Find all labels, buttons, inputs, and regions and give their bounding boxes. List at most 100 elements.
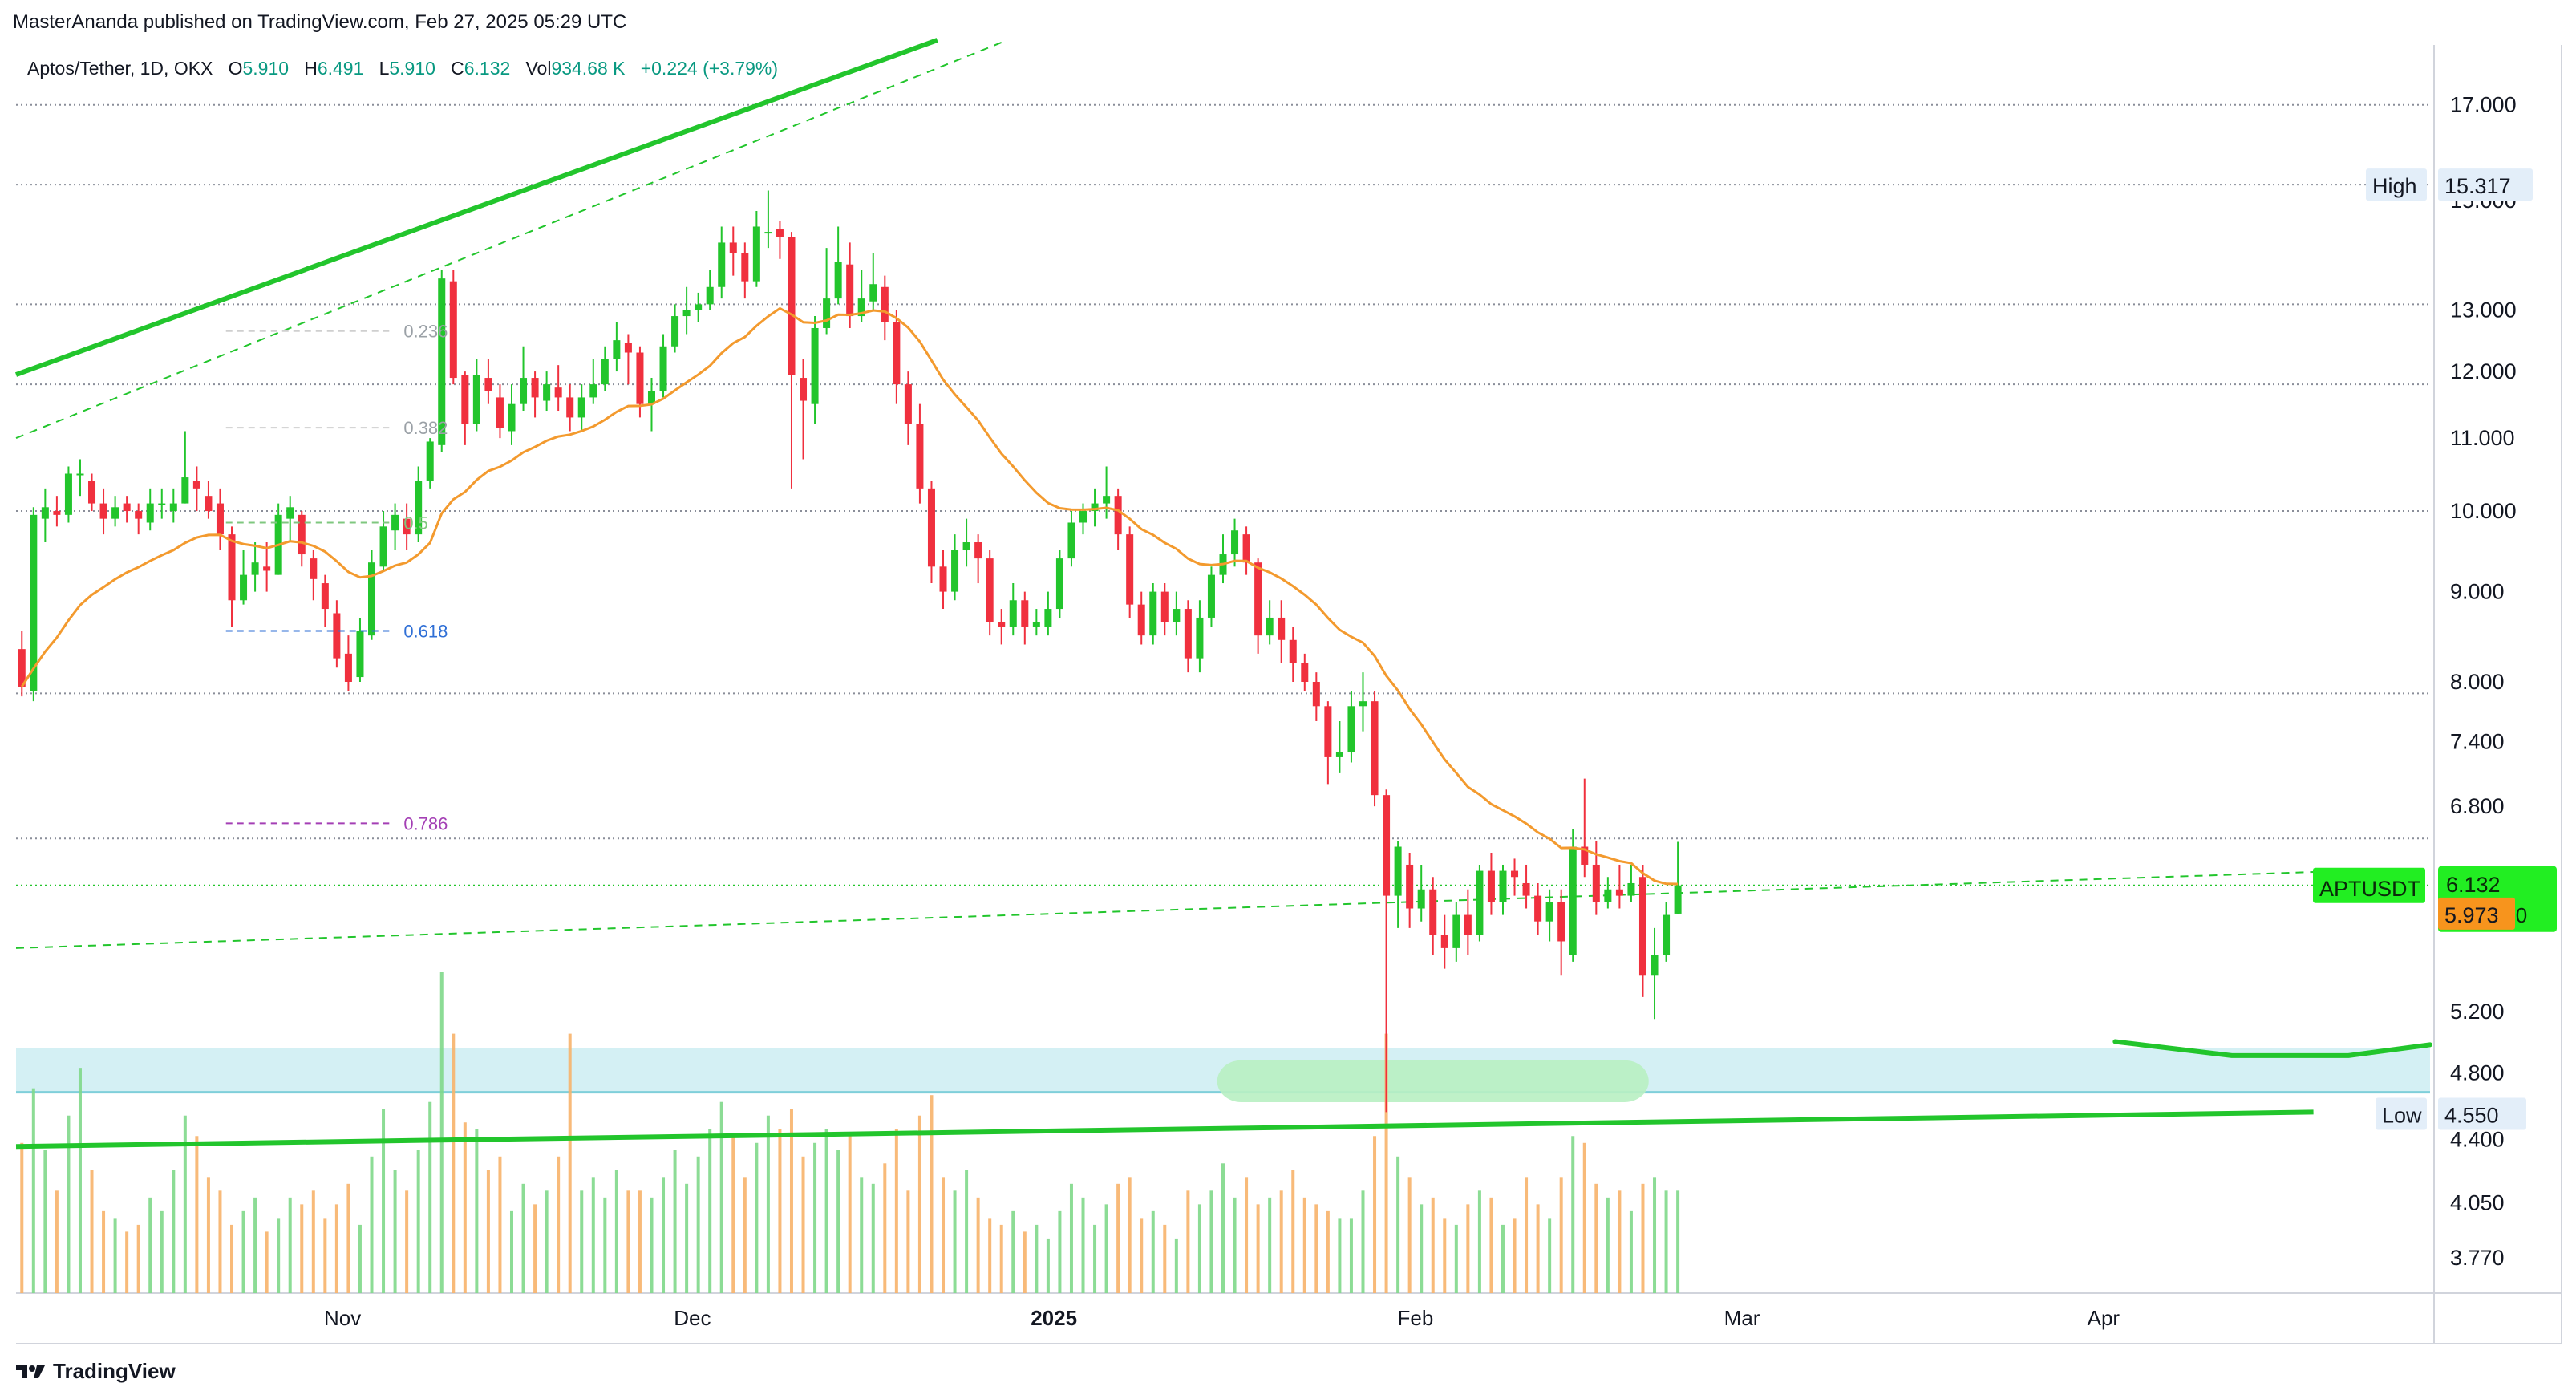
fib-level-label: 0.236 [403,322,448,342]
candle-body [741,253,749,282]
volume-bar [253,1197,257,1293]
candle-body [30,514,38,692]
candle-body [1021,600,1029,627]
candle-body [228,534,236,601]
volume-bar [603,1197,607,1293]
y-tick-label: 13.000 [2450,298,2517,322]
ema-tag-text: 5.973 [2444,903,2499,927]
candle-body [846,264,854,317]
candle-body [1499,870,1507,902]
candle-body [286,507,294,519]
footer-brand[interactable]: TradingView [14,1359,176,1384]
candle-body [111,507,119,519]
volume-bar [1489,1197,1493,1293]
high-tag-value-bg [2438,168,2533,201]
fib-level-label: 0.5 [403,513,428,533]
candle-body [893,322,901,385]
x-tick-label: Feb [1398,1306,1434,1330]
volume-bar [300,1204,304,1293]
volume-bar [1256,1204,1260,1293]
low-tag-label-bg [2376,1097,2427,1130]
candle-body [1429,889,1437,935]
high-tag-label-text: High [2372,174,2417,198]
x-tick-label: Mar [1724,1306,1760,1330]
close-label: C [451,58,464,79]
volume-bar [1594,1183,1598,1293]
tradingview-logo-icon [16,1365,45,1378]
projection-curve [2112,1039,2432,1058]
candle-body [1067,522,1075,559]
candle-body [263,566,271,571]
candle-body [1440,935,1448,948]
candle-body [379,526,387,567]
volume-bar [172,1170,176,1293]
candle-body [1289,639,1297,663]
candle-body [1452,914,1460,948]
candle-body [415,481,423,535]
open-label: O [228,58,243,79]
volume-bar [953,1190,957,1293]
volume-bar [755,1142,759,1293]
candle-body [800,378,808,401]
trendline [14,38,938,377]
candle-body [449,281,457,379]
volume-bar [1302,1197,1306,1293]
candle-body [216,503,224,535]
candle-body [76,473,84,476]
volume-bar [1035,1224,1039,1293]
candle-body [356,631,364,678]
publisher-line: MasterAnanda published on TradingView.co… [13,11,627,33]
volume-bar [1420,1204,1424,1293]
high-label: H [304,58,318,79]
volume-bar [860,1177,864,1293]
candle-body [927,488,935,567]
candle-body [1592,864,1600,902]
open-value: 5.910 [242,58,290,79]
candle-body [64,473,72,515]
volume-bar [183,1115,187,1293]
candle-body [1476,870,1484,935]
volume-bar [1396,1156,1400,1293]
volume-bar [521,1183,525,1293]
candle-body [426,441,434,481]
volume-bar [125,1231,129,1293]
candle-body [869,284,877,302]
candle-body [333,613,341,659]
candle-body [671,316,679,347]
low-tag-value-text: 4.550 [2444,1104,2499,1128]
candle-body [1417,889,1425,909]
y-tick-label: 4.400 [2450,1128,2505,1152]
volume-bar [942,1177,946,1293]
candle-body [682,310,691,317]
volume-bar [288,1197,292,1293]
volume-bar [1443,1218,1447,1293]
y-tick-label: 10.000 [2450,499,2517,523]
volume-bar [719,1101,723,1293]
volume-bar [930,1095,934,1293]
volume-bar [1676,1190,1680,1293]
volume-bar [824,1129,828,1293]
candle-body [158,503,166,505]
volume-bar [1081,1197,1085,1293]
candle-body [484,378,492,391]
candle-body [1663,914,1671,955]
volume-bar [917,1115,921,1293]
candle-body [123,503,131,512]
candle-body [1254,562,1262,636]
candle-body [904,384,912,424]
volume-bar [871,1183,875,1293]
volume-bar [78,1068,82,1293]
volume-bar [1058,1210,1062,1293]
volume-bar [1559,1177,1563,1293]
volume-bar [382,1109,386,1293]
volume-bar [1548,1218,1552,1293]
volume-bar [346,1183,350,1293]
candle-body [169,503,177,512]
volume-label: Vol [525,58,552,79]
volume-bar [1641,1183,1645,1293]
volume-bar [1209,1190,1213,1293]
y-tick-label: 5.200 [2450,1000,2505,1024]
candle-body [1184,609,1192,659]
candle-body [472,375,480,424]
